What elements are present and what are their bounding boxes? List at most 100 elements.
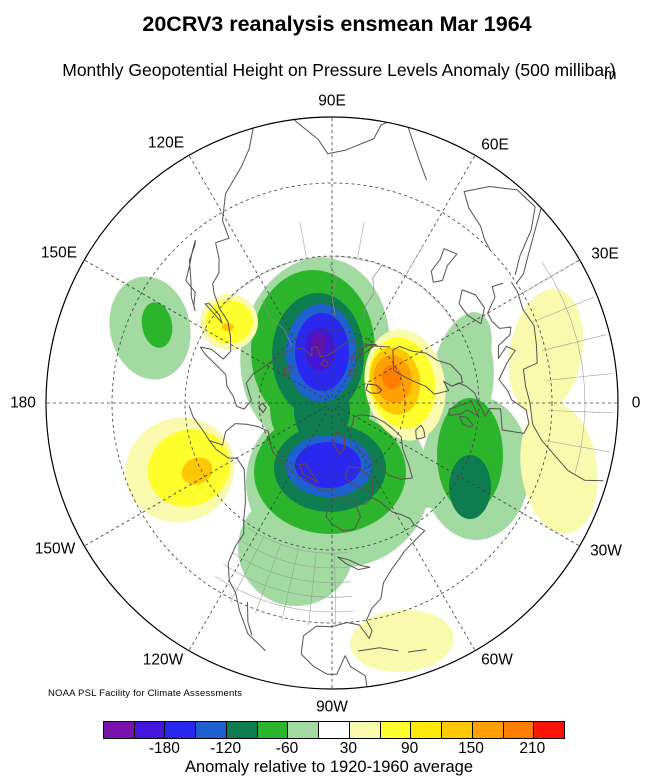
- border-line: [548, 410, 615, 414]
- border-line: [544, 440, 611, 453]
- units-label: m: [604, 66, 617, 83]
- colorbar-caption: Anomaly relative to 1920-1960 average: [184, 758, 474, 776]
- lon-label-120W: 120W: [143, 652, 184, 669]
- coastline: [408, 649, 427, 653]
- island-coastline: [283, 365, 292, 377]
- coastline: [300, 497, 426, 655]
- border-line: [334, 553, 337, 627]
- lon-label-150E: 150E: [41, 245, 77, 262]
- lon-label-0: 0: [632, 395, 641, 412]
- coastline: [337, 556, 371, 571]
- anomaly-blob: [222, 323, 234, 331]
- anomaly-blob: [508, 288, 584, 416]
- anomaly-blob: [520, 402, 598, 534]
- border-line: [214, 576, 354, 613]
- coastline: [510, 281, 538, 425]
- border-line: [247, 527, 348, 554]
- anomaly-blob: [312, 334, 326, 356]
- border-line: [230, 536, 265, 603]
- border-line: [541, 334, 606, 351]
- anomaly-blob: [141, 302, 173, 348]
- coastline: [325, 497, 361, 532]
- lon-label-30W: 30W: [590, 543, 622, 560]
- coastline: [458, 289, 485, 325]
- coastline: [532, 423, 604, 482]
- coastline: [459, 415, 474, 428]
- colorbar-tick-label: 90: [401, 740, 419, 757]
- country-borders: [214, 222, 615, 627]
- colorbar-tick-label: 30: [339, 740, 357, 757]
- map-boundary: [45, 116, 619, 690]
- colorbar-segment: [165, 722, 197, 738]
- coastline: [188, 405, 210, 441]
- rivers: [261, 263, 383, 347]
- coastline: [516, 207, 542, 284]
- anomaly-blob: [350, 609, 454, 673]
- border-line: [532, 296, 594, 323]
- anomaly-blobs: [109, 257, 598, 673]
- border-line: [231, 551, 351, 583]
- latitude-circle: [111, 182, 553, 624]
- colorbar-tick-label: -180: [148, 740, 180, 757]
- coastline: [487, 282, 530, 424]
- island-coastline: [320, 359, 329, 368]
- lon-label-60W: 60W: [481, 652, 513, 669]
- border-line: [299, 222, 307, 259]
- lon-label-90W: 90W: [316, 699, 348, 716]
- island-coastline: [258, 402, 267, 414]
- credit-text: NOAA PSL Facility for Climate Assessment…: [48, 688, 243, 699]
- border-line: [547, 373, 613, 381]
- anomaly-blob: [381, 365, 403, 389]
- colorbar-segment: [534, 722, 565, 738]
- colorbar-segment: [442, 722, 473, 738]
- border-line: [357, 222, 365, 259]
- colorbar-segment: [226, 722, 258, 738]
- coastline: [430, 248, 458, 283]
- river-line: [363, 264, 383, 321]
- island-coastline: [332, 431, 346, 455]
- arctic-island-coastlines: [258, 343, 383, 494]
- border-line: [281, 549, 299, 621]
- coastline: [358, 647, 399, 652]
- lon-label-150W: 150W: [35, 541, 76, 558]
- colorbar-tick-labels: -180 -120 -60 30 90 150 210: [103, 740, 563, 758]
- border-line: [308, 552, 317, 626]
- anomaly-blob: [449, 455, 491, 519]
- colorbar-segment: [196, 722, 227, 738]
- border-line: [541, 261, 586, 473]
- colorbar: [103, 721, 565, 739]
- page-title: 20CRV3 reanalysis ensmean Mar 1964: [142, 12, 532, 36]
- anomaly-blob: [181, 457, 213, 485]
- river-line: [329, 263, 337, 316]
- coastline: [448, 400, 479, 417]
- lon-label-180: 180: [10, 395, 36, 412]
- colorbar-tick-label: 210: [519, 740, 546, 757]
- border-line: [405, 244, 424, 277]
- coastline: [415, 424, 426, 440]
- colorbar-segment: [349, 722, 381, 738]
- island-coastline: [348, 369, 358, 377]
- border-line: [219, 256, 460, 330]
- river-line: [261, 299, 293, 347]
- colorbar-tick-label: -60: [275, 740, 299, 757]
- coastline: [463, 186, 536, 275]
- border-line: [223, 563, 353, 598]
- colorbar-segment: [472, 722, 504, 738]
- colorbar-segment: [257, 722, 289, 738]
- coastline: [247, 602, 253, 636]
- lon-label-60E: 60E: [481, 137, 509, 154]
- meridian-line: [84, 405, 328, 547]
- coastline: [279, 117, 428, 181]
- meridian-line: [84, 259, 328, 401]
- coastline: [349, 414, 413, 480]
- lon-label-30E: 30E: [591, 246, 619, 263]
- page-subtitle: Monthly Geopotential Height on Pressure …: [62, 60, 616, 80]
- coastline: [226, 339, 391, 410]
- colorbar-segment: [411, 722, 443, 738]
- meridian-line: [336, 259, 580, 401]
- colorbar-segment: [288, 722, 320, 738]
- border-line: [519, 261, 577, 296]
- colorbar-segment: [134, 722, 166, 738]
